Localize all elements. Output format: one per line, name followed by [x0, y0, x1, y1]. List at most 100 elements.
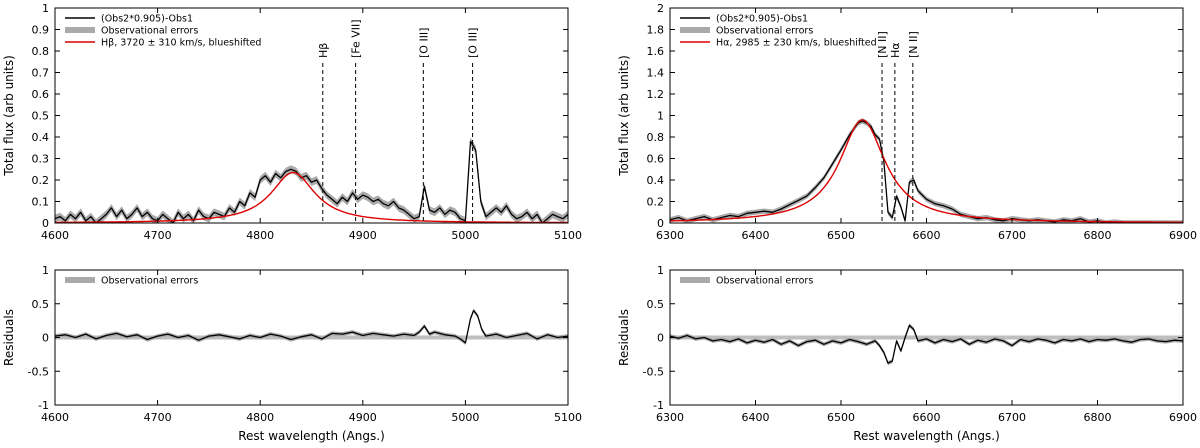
y-tick-label: 1.6	[647, 45, 665, 58]
plot-area	[55, 308, 568, 345]
y-axis-title: Total flux (arb units)	[2, 55, 16, 177]
chart-top-right: [N II] Hα [N II]6300 6400 6500 6600 6700 6800 69…	[617, 2, 1197, 242]
y-tick-label: -1	[653, 399, 664, 412]
x-axis-title: Rest wavelength (Angs.)	[853, 429, 1000, 443]
x-tick-label: 4800	[246, 411, 274, 424]
y-tick-label: -0.5	[28, 365, 49, 378]
line-marker-label: Hα	[889, 42, 902, 58]
legend-label: Observational errors	[716, 276, 813, 287]
error-band	[670, 323, 1183, 366]
legend-label: (Obs2*0.905)-Obs1	[101, 14, 193, 25]
y-tick-label: 1.4	[647, 67, 665, 80]
x-tick-label: 5000	[451, 229, 479, 242]
line-marker-label: [O III]	[467, 28, 480, 58]
y-tick-label: 0.4	[647, 174, 665, 187]
x-tick-label: 6700	[998, 411, 1026, 424]
y-tick-label: 0.6	[647, 153, 665, 166]
data-line	[670, 120, 1183, 223]
x-tick-label: 6700	[998, 229, 1026, 242]
x-tick-label: 6800	[1084, 411, 1112, 424]
y-tick-label: 0.2	[647, 196, 665, 209]
x-tick-label: 4800	[246, 229, 274, 242]
y-tick-label: 0.3	[32, 153, 50, 166]
y-tick-label: 0.7	[32, 67, 50, 80]
chart-bottom-left: 4600 4700 4800 4900 5000 5100 -1 -0.5 0 0.5 1 Resid…	[2, 264, 582, 443]
y-tick-label: 1.8	[647, 24, 665, 37]
y-tick-label: 0	[657, 332, 664, 345]
line-marker-label: Hβ	[317, 43, 330, 58]
y-axis-title: Residuals	[617, 309, 631, 366]
x-tick-label: 4600	[41, 229, 69, 242]
plot-area	[670, 118, 1183, 223]
x-tick-label: 6600	[913, 411, 941, 424]
legend-label: Observational errors	[716, 26, 813, 37]
x-tick-label: 4700	[144, 411, 172, 424]
legend-swatch-band	[65, 27, 95, 33]
model-line	[55, 171, 568, 223]
x-tick-label: 5000	[451, 411, 479, 424]
y-tick-label: 1	[42, 2, 49, 15]
legend: Observational errors	[680, 276, 813, 287]
y-axis-title: Residuals	[2, 309, 16, 366]
line-marker-label: [O III]	[417, 28, 430, 58]
y-tick-label: 0	[42, 217, 49, 230]
y-tick-label: 0.5	[32, 110, 50, 123]
y-tick-label: 0.9	[32, 24, 50, 37]
x-tick-label: 6300	[656, 411, 684, 424]
x-tick-label: 4900	[349, 411, 377, 424]
y-tick-label: 0.6	[32, 88, 50, 101]
error-band	[55, 308, 568, 345]
plot-area	[55, 137, 568, 223]
x-tick-label: 6900	[1169, 229, 1197, 242]
y-tick-label: 0.8	[647, 131, 665, 144]
data-line	[55, 140, 568, 223]
x-tick-label: 6800	[1084, 229, 1112, 242]
x-tick-label: 6600	[913, 229, 941, 242]
legend-label: Observational errors	[101, 276, 198, 287]
zero-error-band	[55, 335, 568, 340]
x-tick-label: 4900	[349, 229, 377, 242]
y-tick-label: 0.8	[32, 45, 50, 58]
error-band	[55, 137, 568, 223]
y-tick-label: 0.1	[32, 196, 50, 209]
legend-swatch-band	[680, 277, 710, 283]
error-band	[670, 118, 1183, 223]
model-line	[670, 119, 1183, 223]
y-tick-label: 0	[42, 332, 49, 345]
x-tick-label: 6300	[656, 229, 684, 242]
legend-label: Observational errors	[101, 26, 198, 37]
line-marker-label: [N II]	[876, 31, 889, 58]
data-line	[55, 309, 568, 344]
data-line	[670, 324, 1183, 364]
x-axis-title: Rest wavelength (Angs.)	[238, 429, 385, 443]
chart-top-left: Hβ [Fe VII] [O III] [O III] 4600 4700 4800 4900…	[2, 2, 582, 242]
x-tick-label: 5100	[554, 411, 582, 424]
legend-swatch-band	[680, 27, 710, 33]
x-tick-label: 6400	[742, 229, 770, 242]
legend-label: Hβ, 3720 ± 310 km/s, blueshifted	[101, 38, 261, 49]
x-tick-label: 6400	[742, 411, 770, 424]
x-tick-label: 6500	[827, 229, 855, 242]
legend: Observational errors	[65, 276, 198, 287]
y-tick-label: 1	[657, 264, 664, 277]
y-tick-label: 1.2	[647, 88, 665, 101]
x-tick-label: 6900	[1169, 411, 1197, 424]
y-tick-label: 0	[657, 217, 664, 230]
x-tick-label: 5100	[554, 229, 582, 242]
chart-bottom-right: 6300 6400 6500 6600 6700 6800 6900 -1 -0.5 0 0.5 1 R…	[617, 264, 1197, 443]
legend-label: Hα, 2985 ± 230 km/s, blueshifted	[716, 38, 877, 49]
x-tick-label: 4600	[41, 411, 69, 424]
line-marker-label: [N II]	[907, 31, 920, 58]
legend-label: (Obs2*0.905)-Obs1	[716, 14, 808, 25]
plot-area	[670, 323, 1183, 366]
y-tick-label: 0.5	[647, 298, 665, 311]
y-tick-label: -0.5	[643, 365, 664, 378]
y-tick-label: 0.5	[32, 298, 50, 311]
y-tick-label: 2	[657, 2, 664, 15]
y-axis-title: Total flux (arb units)	[617, 55, 631, 177]
y-tick-label: 0.4	[32, 131, 50, 144]
y-tick-label: 1	[657, 110, 664, 123]
